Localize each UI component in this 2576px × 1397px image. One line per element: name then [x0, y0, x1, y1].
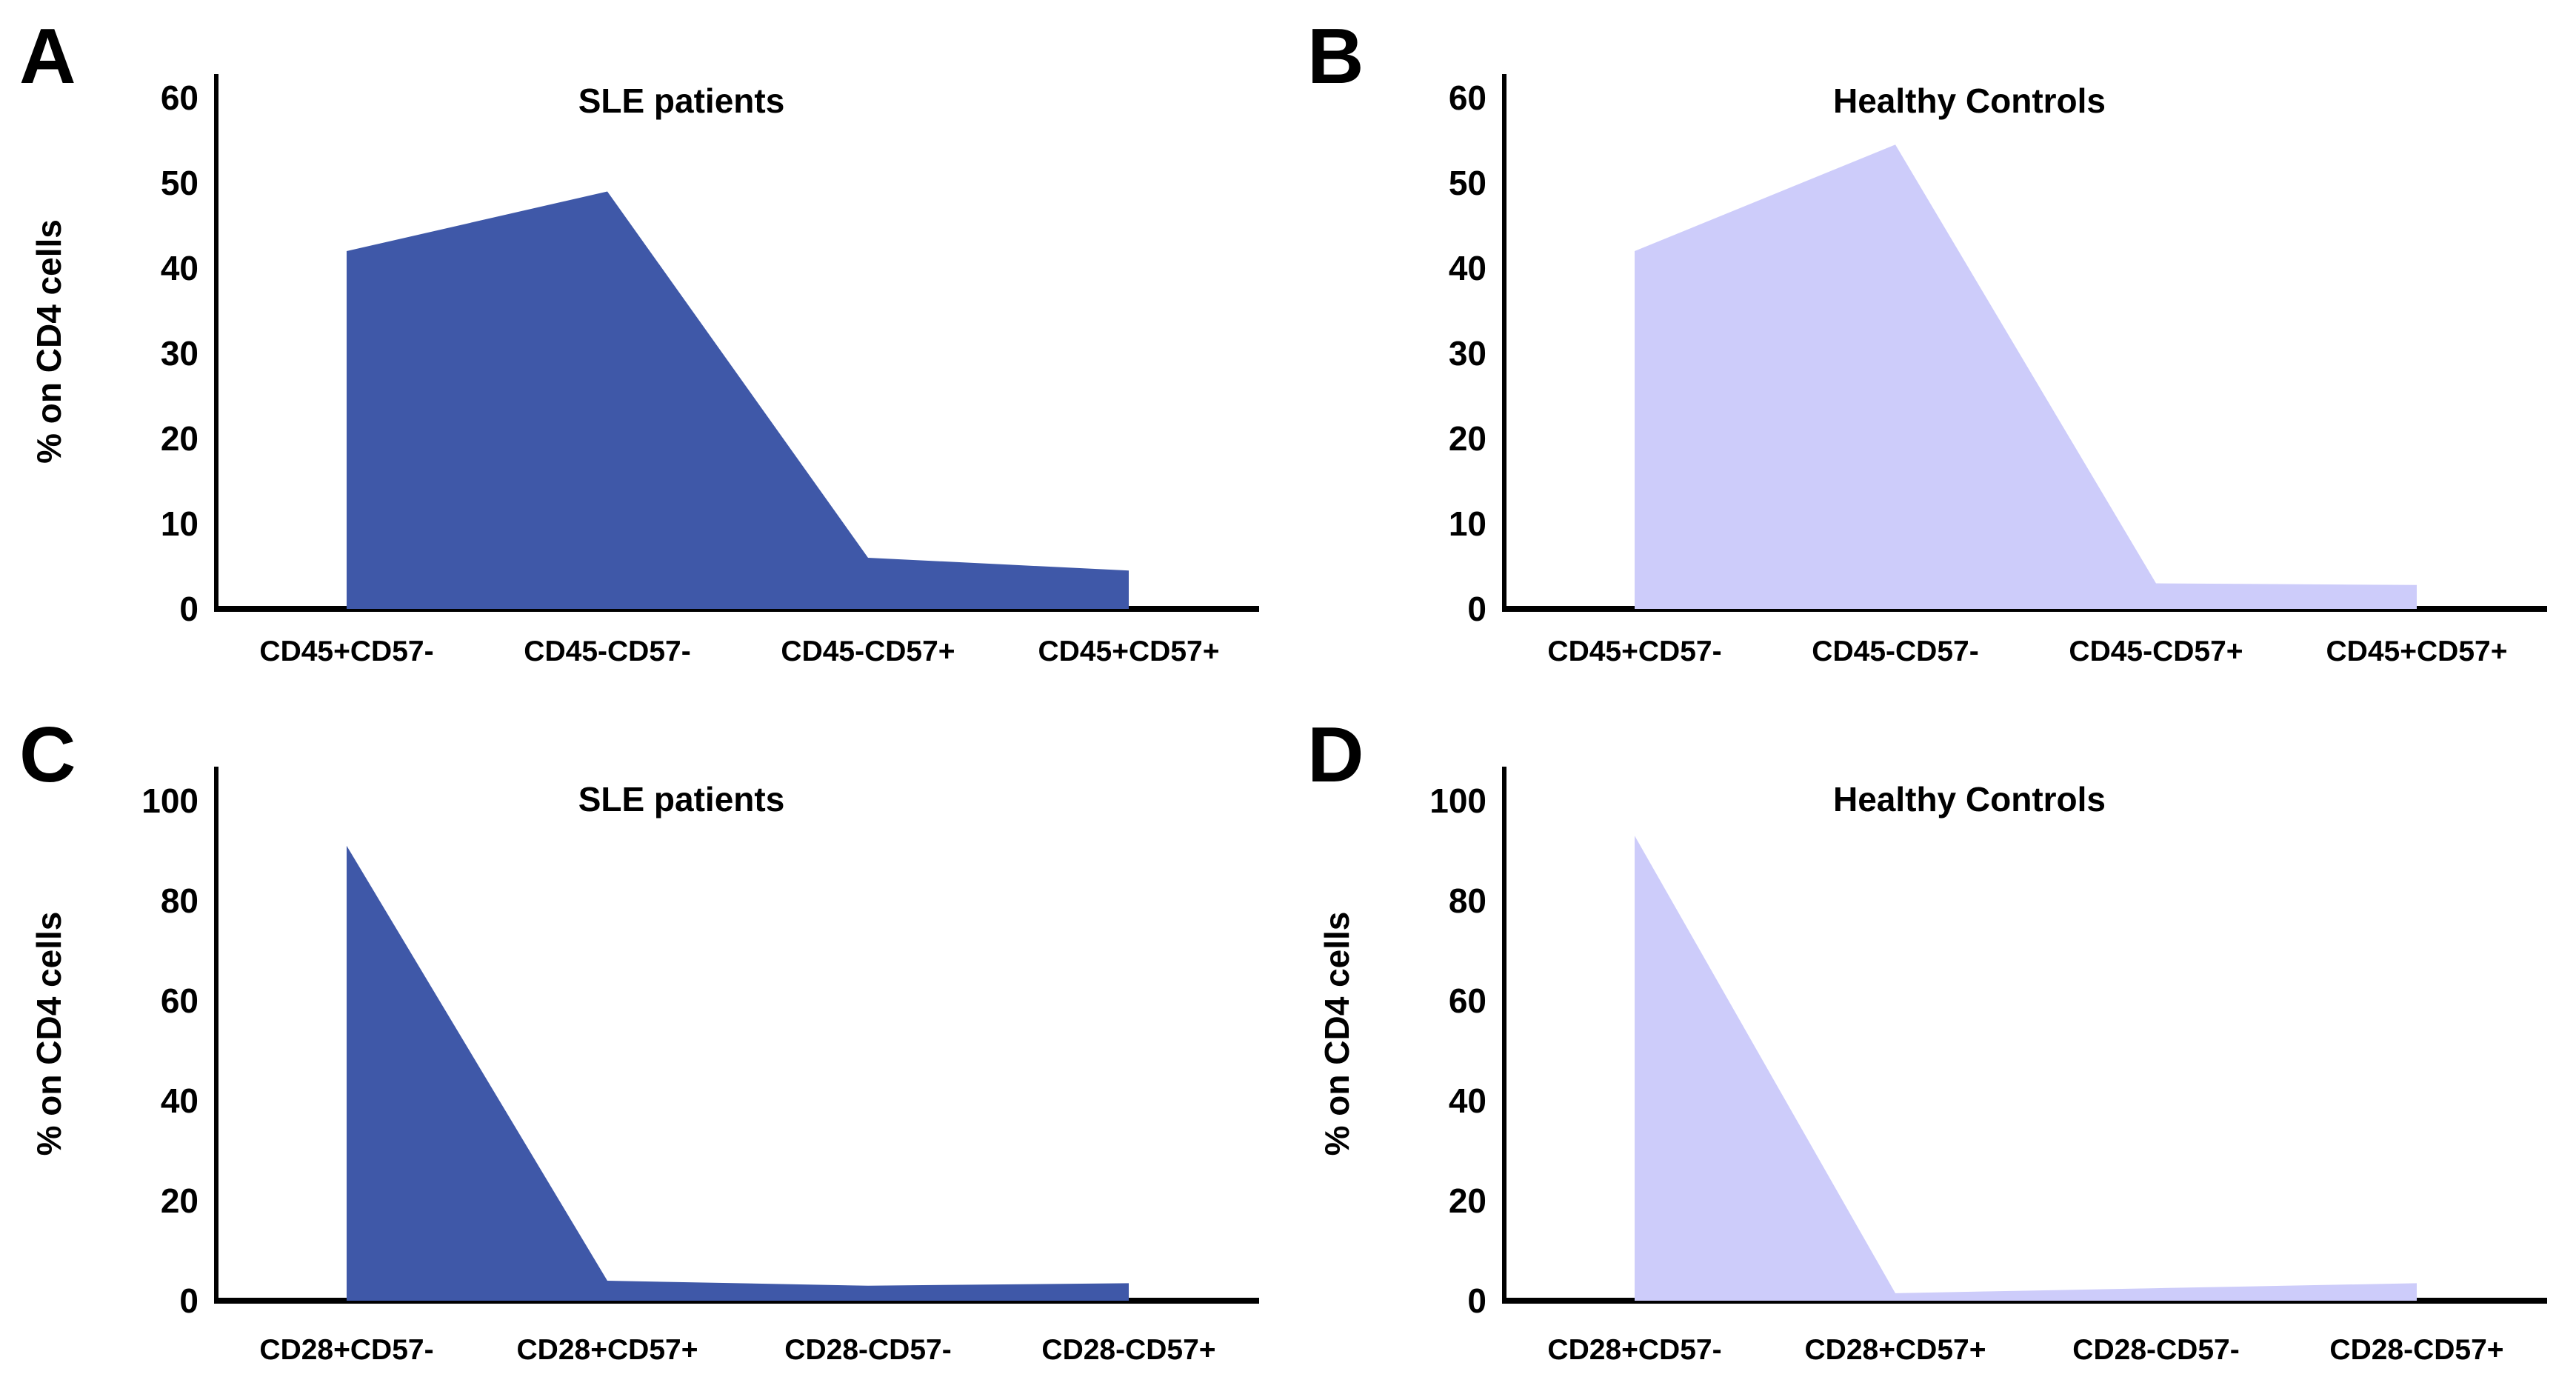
panel-c-y-tick-label: 0 — [179, 1281, 198, 1320]
panel-c-y-axis-title: % on CD4 cells — [30, 912, 68, 1156]
panel-d-y-tick-label: 80 — [1449, 881, 1486, 920]
panel-c-y-tick-label: 40 — [161, 1081, 198, 1120]
panel-b-y-tick-label: 40 — [1449, 249, 1486, 287]
panel-a-x-category-label: CD45-CD57- — [524, 636, 690, 667]
panel-b-y-tick-label: 20 — [1449, 419, 1486, 458]
panel-a-chart: 0 10 20 30 40 50 60 CD45+CD57- CD45-CD57- CD45-CD… — [19, 13, 1259, 667]
panel-c-x-category-label: CD28-CD57+ — [1041, 1334, 1215, 1366]
panel-b-y-tick-label: 60 — [1449, 79, 1486, 117]
panel-a-y-tick-label: 40 — [161, 249, 198, 287]
panel-a-x-category-label: CD45+CD57- — [259, 636, 433, 667]
panel-b-y-tick-label: 0 — [1467, 590, 1486, 628]
panel-a-x-category-label: CD45+CD57+ — [1038, 636, 1220, 667]
panel-d-y-tick-label: 40 — [1449, 1081, 1486, 1120]
panel-d-y-axis-title: % on CD4 cells — [1318, 912, 1356, 1156]
panel-b-x-category-label: CD45-CD57+ — [2069, 636, 2243, 667]
panel-d-y-tick-label: 100 — [1429, 781, 1486, 820]
panel-a-y-tick-label: 30 — [161, 334, 198, 373]
panel-b-y-tick-label: 50 — [1449, 164, 1486, 202]
panel-d-x-category-label: CD28-CD57+ — [2329, 1334, 2503, 1366]
panel-c-y-tick-label: 20 — [161, 1181, 198, 1220]
panel-c: 0 20 40 60 80 100 CD28+CD57- CD28+CD57+ CD28-CD5… — [0, 698, 1288, 1397]
panel-a-area-series — [347, 191, 1129, 609]
panel-c-letter: C — [19, 711, 76, 798]
panel-b-x-category-label: CD45+CD57- — [1547, 636, 1721, 667]
panel-a-y-tick-label: 0 — [179, 590, 198, 628]
panel-d-area-series — [1635, 836, 2417, 1301]
panel-a-y-tick-label: 50 — [161, 164, 198, 202]
panel-b-x-category-label: CD45+CD57+ — [2326, 636, 2508, 667]
panel-a-y-axis-title: % on CD4 cells — [30, 219, 68, 464]
panel-c-y-tick-label: 100 — [141, 781, 198, 820]
panel-b: 0 10 20 30 40 50 60 CD45+CD57- CD45-CD57- CD45-CD… — [1288, 0, 2576, 698]
panel-d-y-tick-label: 0 — [1467, 1281, 1486, 1320]
panel-a-y-tick-label: 60 — [161, 79, 198, 117]
panel-a-letter: A — [19, 13, 76, 100]
panel-a: 0 10 20 30 40 50 60 CD45+CD57- CD45-CD57- CD45-CD… — [0, 0, 1288, 698]
panel-a-y-tick-label: 10 — [161, 504, 198, 543]
panel-c-y-tick-label: 80 — [161, 881, 198, 920]
panel-a-x-category-label: CD45-CD57+ — [781, 636, 955, 667]
panel-d-chart: 0 20 40 60 80 100 CD28+CD57- CD28+CD57+ CD28-CD5… — [1307, 711, 2547, 1366]
panel-c-x-category-label: CD28+CD57- — [259, 1334, 433, 1366]
panel-d-title: Healthy Controls — [1833, 780, 2106, 818]
panel-b-x-category-label: CD45-CD57- — [1812, 636, 1978, 667]
panel-d-y-tick-label: 20 — [1449, 1181, 1486, 1220]
panel-c-y-tick-label: 60 — [161, 981, 198, 1020]
panel-d-letter: D — [1307, 711, 1364, 798]
panel-c-x-category-label: CD28+CD57+ — [517, 1334, 698, 1366]
panel-a-y-tick-label: 20 — [161, 419, 198, 458]
panel-b-y-tick-label: 30 — [1449, 334, 1486, 373]
panel-b-chart: 0 10 20 30 40 50 60 CD45+CD57- CD45-CD57- CD45-CD… — [1307, 13, 2547, 667]
panel-d-x-category-label: CD28+CD57+ — [1805, 1334, 1986, 1366]
panel-b-title: Healthy Controls — [1833, 81, 2106, 120]
panel-b-letter: B — [1307, 13, 1364, 100]
panel-c-area-series — [347, 845, 1129, 1301]
panel-d: 0 20 40 60 80 100 CD28+CD57- CD28+CD57+ CD28-CD5… — [1288, 698, 2576, 1397]
panel-b-area-series — [1635, 144, 2417, 609]
panel-c-title: SLE patients — [578, 780, 785, 818]
panel-c-x-category-label: CD28-CD57- — [784, 1334, 951, 1366]
panel-d-y-tick-label: 60 — [1449, 981, 1486, 1020]
panel-c-chart: 0 20 40 60 80 100 CD28+CD57- CD28+CD57+ CD28-CD5… — [19, 711, 1259, 1366]
panel-d-x-category-label: CD28+CD57- — [1547, 1334, 1721, 1366]
panel-a-title: SLE patients — [578, 81, 785, 120]
panel-d-x-category-label: CD28-CD57- — [2072, 1334, 2239, 1366]
panel-b-y-tick-label: 10 — [1449, 504, 1486, 543]
